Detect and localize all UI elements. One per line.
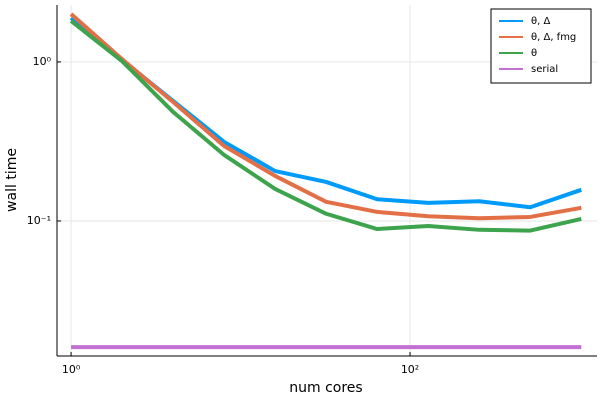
legend-box [490,8,592,84]
y-tick-label: 10⁰ [33,55,52,68]
legend-label: θ, Δ [531,16,550,27]
x-tick-label: 10² [401,363,419,376]
legend-label: θ, Δ, fmg [531,32,576,43]
legend-label: θ [531,48,537,59]
data-line [69,19,582,233]
data-line [69,12,582,221]
x-axis-label: num cores [289,380,362,396]
legend-label: serial [531,64,558,75]
x-tick-label: 10⁰ [62,363,81,376]
y-axis-label: wall time [4,148,20,212]
y-tick-label: 10⁻¹ [27,214,51,227]
